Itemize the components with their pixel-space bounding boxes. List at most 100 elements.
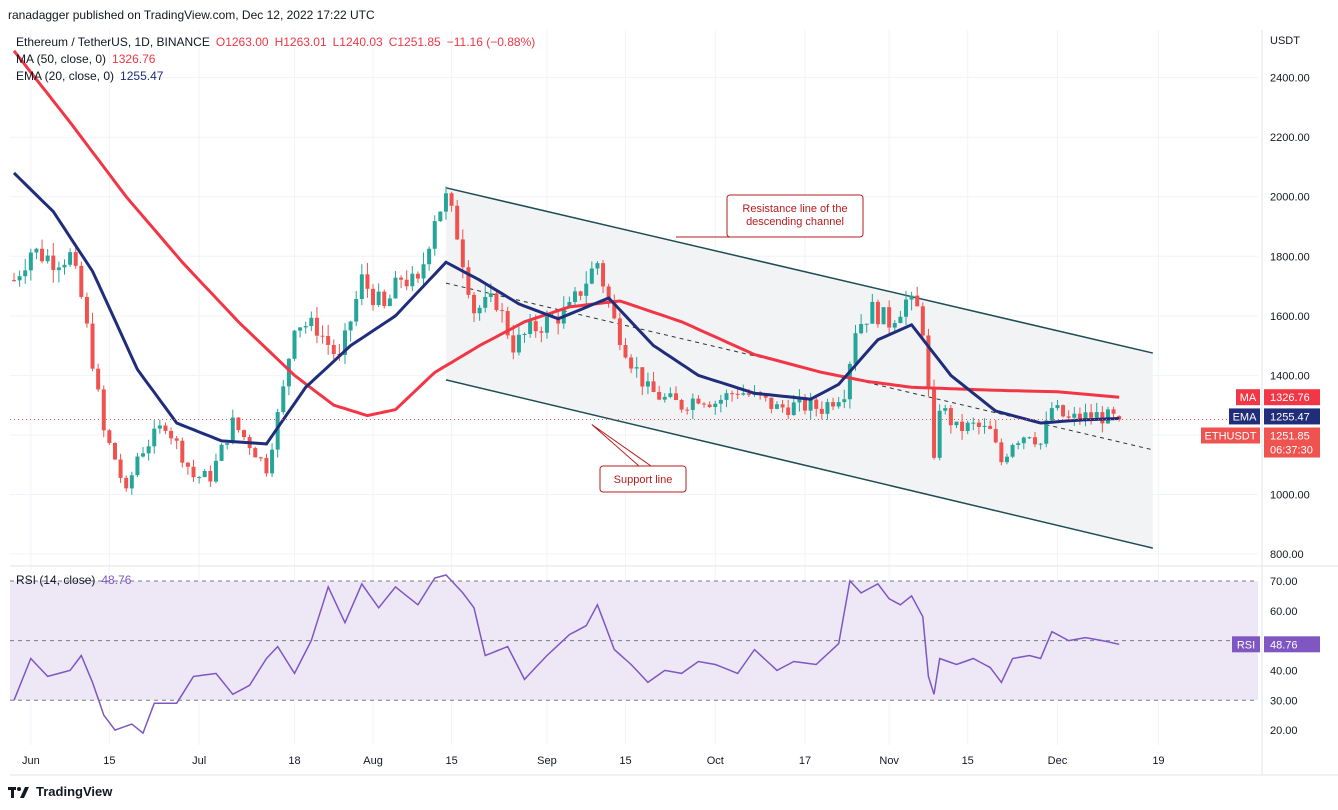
candle-body xyxy=(859,323,864,334)
candle-body xyxy=(1061,405,1066,417)
candle-body xyxy=(399,277,404,280)
candle-body xyxy=(988,425,993,429)
candle-body xyxy=(376,291,381,306)
candle-body xyxy=(601,263,606,287)
candle-body xyxy=(864,323,869,325)
candle-body xyxy=(404,279,409,287)
candle-body xyxy=(169,430,174,439)
candle-body xyxy=(634,367,639,369)
candle-body xyxy=(230,417,235,444)
tradingview-brand[interactable]: TradingView xyxy=(8,784,112,799)
candle-body xyxy=(225,443,230,445)
candle-body xyxy=(472,294,477,314)
candle-body xyxy=(1004,456,1009,463)
price-tick-label: 2400.00 xyxy=(1270,73,1310,85)
rsi-value-box xyxy=(1264,636,1320,653)
candle-body xyxy=(483,296,488,308)
candle-body xyxy=(180,440,185,463)
candle-body xyxy=(965,422,970,432)
candle-body xyxy=(354,298,359,322)
candle-body xyxy=(213,460,218,482)
candle-body xyxy=(774,404,779,409)
candle-body xyxy=(1066,416,1071,418)
candle-body xyxy=(1038,443,1043,445)
candle-body xyxy=(242,430,247,438)
candle-body xyxy=(533,321,538,332)
candle-body xyxy=(915,295,920,307)
candle-body xyxy=(23,270,28,277)
published-by: ranadagger published on TradingView.com,… xyxy=(8,8,375,22)
candle-body xyxy=(993,428,998,443)
time-tick-label: 15 xyxy=(619,755,631,767)
candle-body xyxy=(101,389,106,431)
time-tick-label: 17 xyxy=(799,755,811,767)
price-legend: Ethereum / TetherUS, 1D, BINANCE O1263.00… xyxy=(16,34,541,85)
candle-body xyxy=(982,425,987,427)
candle-body xyxy=(808,399,813,411)
annotation-box xyxy=(599,465,687,493)
price-tick-label: 1600.00 xyxy=(1270,311,1310,323)
time-tick-label: Jul xyxy=(192,755,206,767)
candle-body xyxy=(331,344,336,354)
currency-label: USDT xyxy=(1270,35,1300,47)
candle-body xyxy=(112,442,117,460)
candle-body xyxy=(62,264,67,268)
candle-body xyxy=(494,293,499,311)
candle-body xyxy=(415,273,420,279)
candle-body xyxy=(595,263,600,269)
candle-body xyxy=(730,393,735,395)
candle-body xyxy=(129,475,134,489)
rsi-tag-text: RSI xyxy=(1237,639,1255,651)
candle-body xyxy=(769,397,774,409)
candle-body xyxy=(371,288,376,306)
candle-body xyxy=(438,211,443,222)
tradingview-logo-icon xyxy=(8,786,29,798)
candle-body xyxy=(690,398,695,410)
candle-body xyxy=(892,323,897,328)
candle-body xyxy=(298,327,303,331)
candle-body xyxy=(960,421,965,432)
ma-value: 1326.76 xyxy=(112,52,156,66)
candle-body xyxy=(505,311,510,336)
annotation-text: Support line xyxy=(614,474,673,486)
moving-averages xyxy=(10,49,1258,446)
rsi-tick-label: 40.00 xyxy=(1270,665,1298,677)
candle-body xyxy=(124,477,129,489)
ema-value: 1255.47 xyxy=(120,69,164,83)
ma50-line xyxy=(12,49,1120,418)
candle-body xyxy=(937,410,942,458)
rsi-tick-label: 60.00 xyxy=(1270,606,1298,618)
ohlc-high: H1263.01 xyxy=(274,35,327,49)
rsi-line xyxy=(13,574,1120,735)
time-tick-label: 15 xyxy=(445,755,457,767)
candle-body xyxy=(443,193,448,212)
candle-body xyxy=(68,252,73,265)
price-tag-ma xyxy=(1236,389,1260,406)
candle-body xyxy=(393,277,398,299)
rsi-pane xyxy=(10,574,1258,735)
candle-body xyxy=(90,323,95,369)
candle-body xyxy=(870,301,875,324)
candle-body xyxy=(999,442,1004,463)
candle-body xyxy=(314,317,319,336)
candle-body xyxy=(157,425,162,429)
candle-body xyxy=(629,357,634,369)
candle-body xyxy=(589,268,594,284)
candle-body xyxy=(1055,405,1060,409)
candle-body xyxy=(836,402,841,407)
tradingview-logo-text: TradingView xyxy=(36,784,113,799)
price-tag-text: MA xyxy=(1240,392,1257,404)
candle-body xyxy=(185,462,190,467)
price-change: −11.16 (−0.88%) xyxy=(446,35,536,49)
candle-body xyxy=(1010,444,1015,457)
annotation-pointer xyxy=(591,424,652,467)
candle-body xyxy=(500,310,505,312)
price-tag-ema xyxy=(1229,408,1260,425)
candle-body xyxy=(539,331,544,333)
candle-body xyxy=(275,412,280,450)
candle-body xyxy=(1077,413,1082,420)
candle-body xyxy=(34,248,39,253)
ma-label: MA (50, close, 0) xyxy=(16,52,107,66)
candle-body xyxy=(741,393,746,395)
candle-body xyxy=(477,307,482,314)
